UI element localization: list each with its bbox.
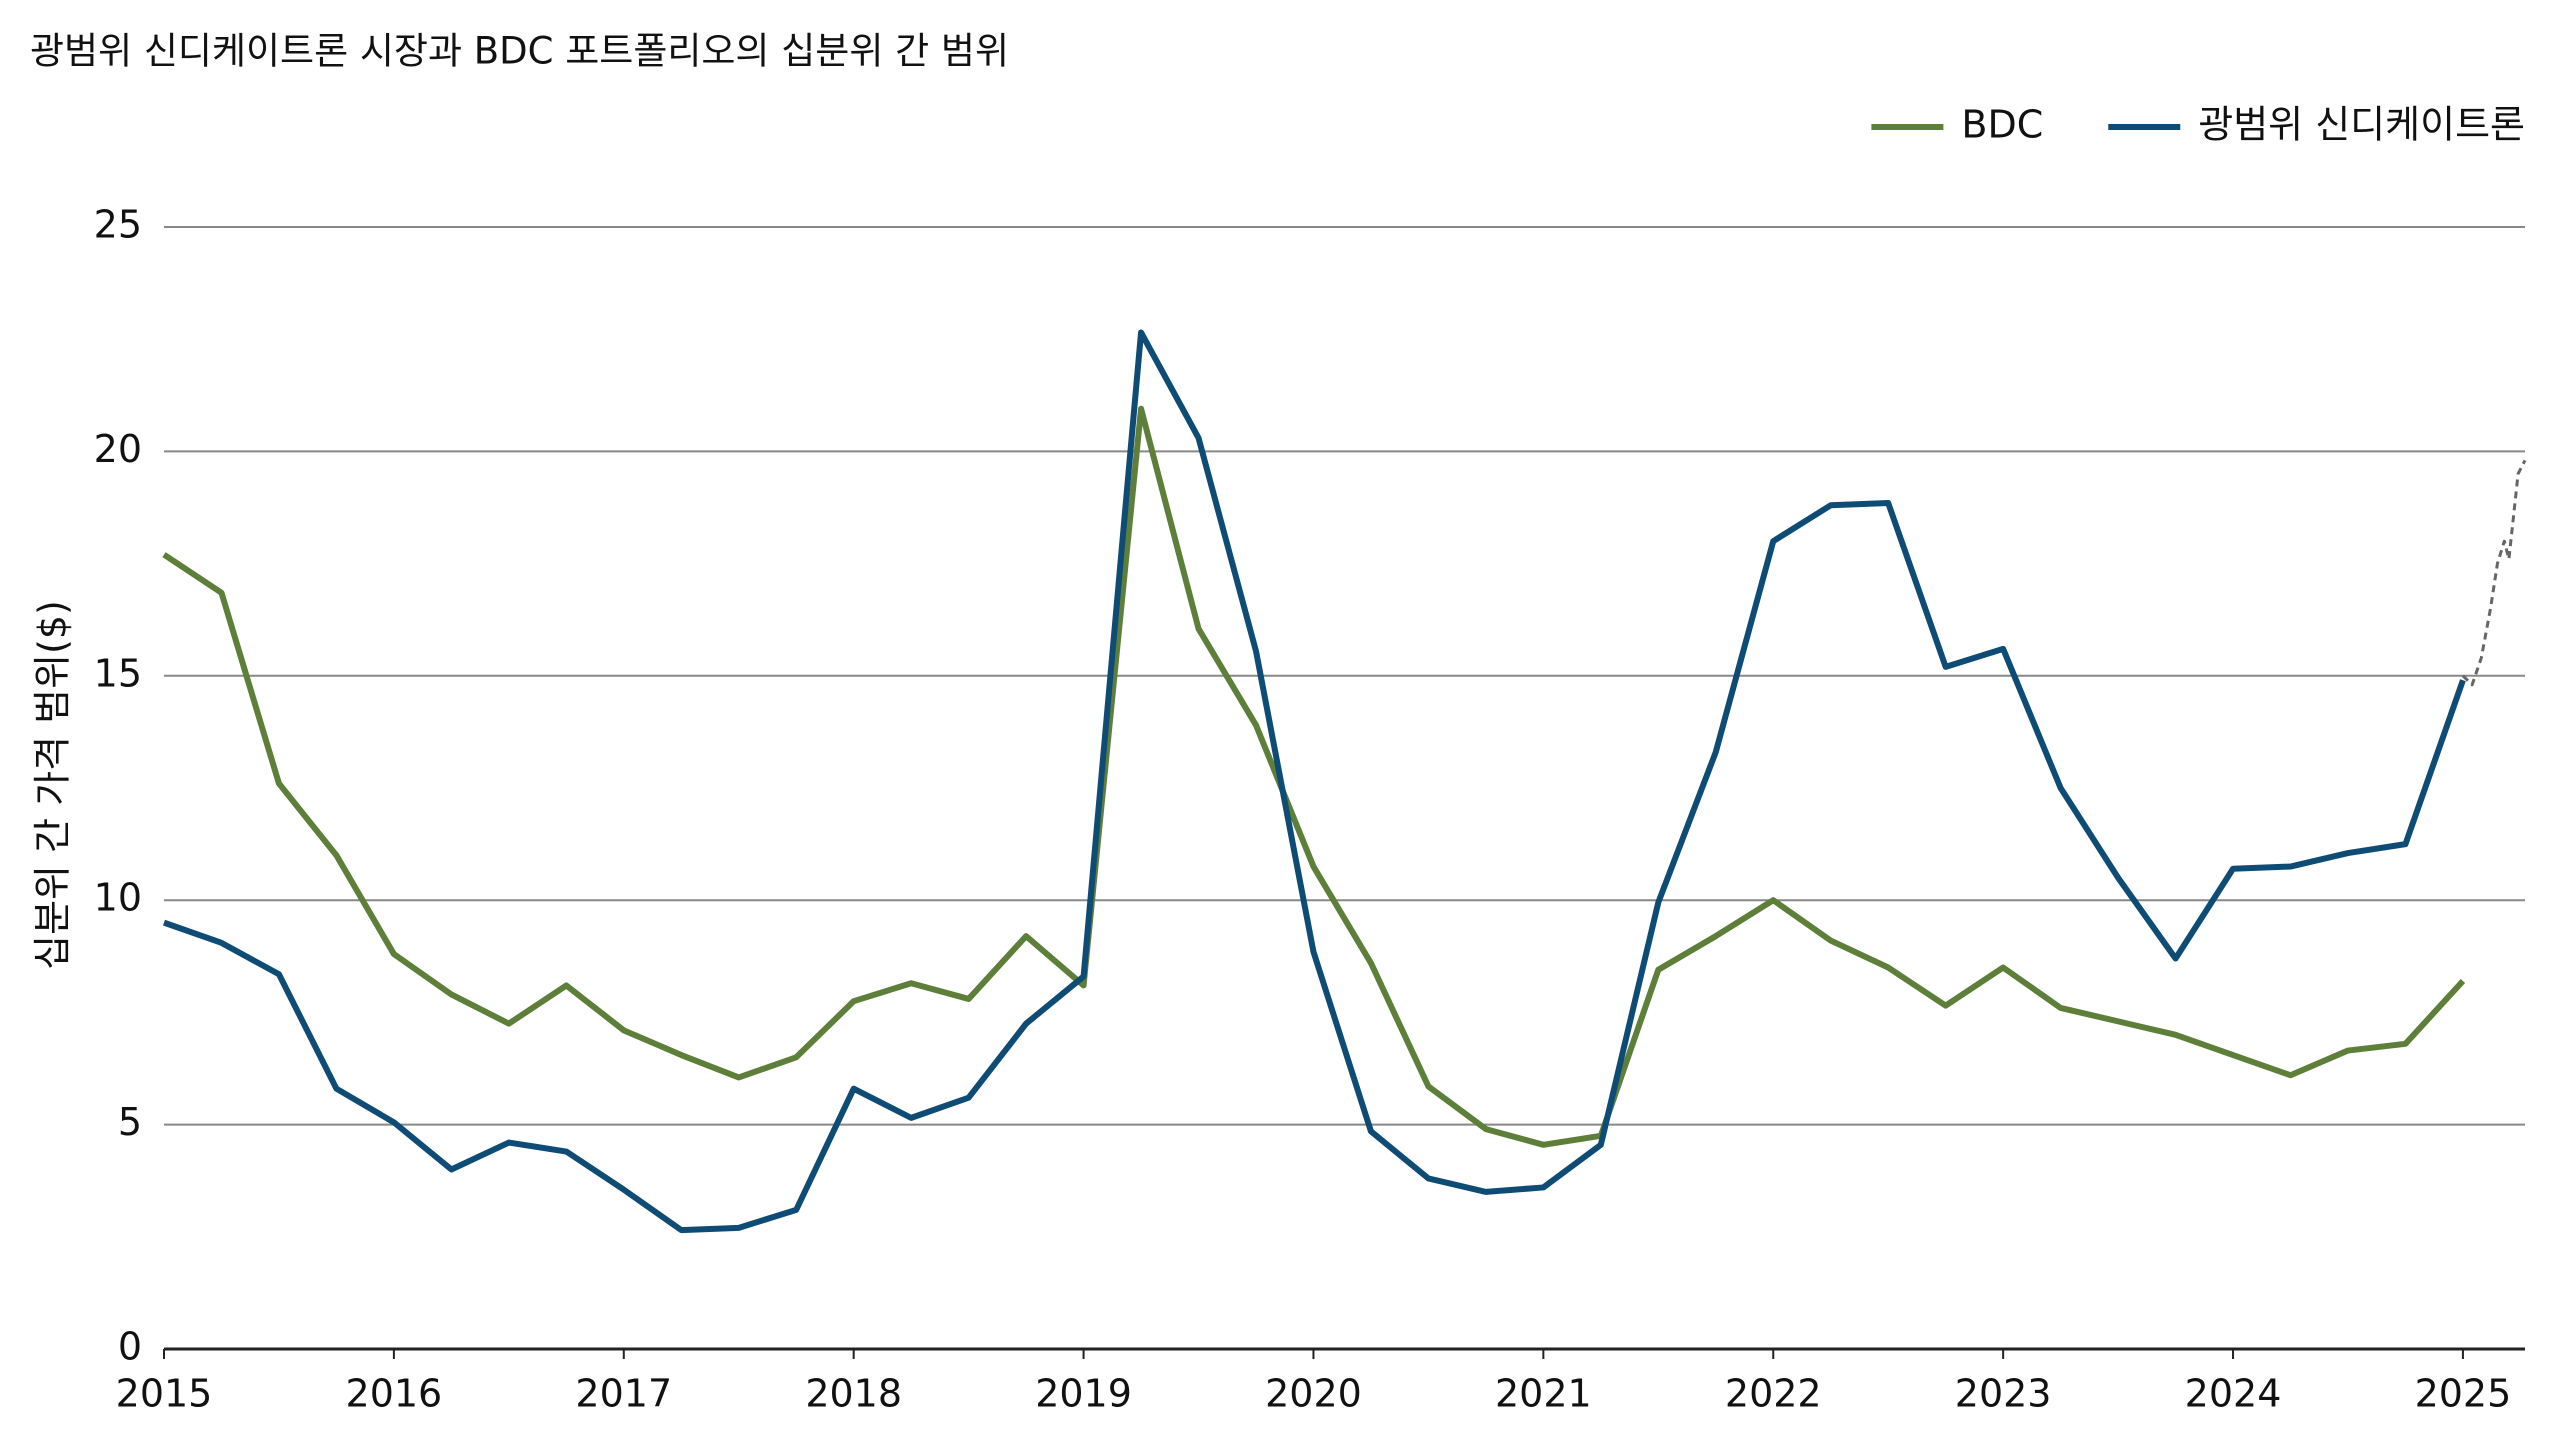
x-tick-label: 2018 <box>805 1372 902 1416</box>
x-tick-label: 2022 <box>1725 1372 1822 1416</box>
series-line <box>162 405 2466 1148</box>
x-tick-label: 2025 <box>2415 1372 2512 1416</box>
x-tick-label: 2019 <box>1035 1372 1132 1416</box>
chart-title: 광범위 신디케이트론 시장과 BDC 포트폴리오의 십분위 간 범위 <box>30 30 1009 73</box>
legend-label: 광범위 신디케이트론 <box>2198 103 2525 147</box>
y-tick-label: 0 <box>118 1325 142 1369</box>
y-tick-label: 20 <box>94 427 142 471</box>
y-tick-label: 15 <box>94 651 142 695</box>
y-axis-label: 십분위 간 가격 범위($) <box>31 600 75 970</box>
x-tick-label: 2023 <box>1955 1372 2052 1416</box>
series-line <box>2461 459 2527 687</box>
x-tick-label: 2024 <box>2185 1372 2282 1416</box>
y-tick-label: 10 <box>94 876 142 920</box>
y-tick-label: 25 <box>94 203 142 247</box>
x-tick-label: 2021 <box>1495 1372 1592 1416</box>
x-tick-label: 2017 <box>575 1372 672 1416</box>
x-tick-label: 2016 <box>346 1372 443 1416</box>
series-line <box>163 329 2466 1234</box>
y-tick-label: 5 <box>118 1100 142 1144</box>
x-tick-label: 2015 <box>116 1372 213 1416</box>
legend-label: BDC <box>1961 103 2043 147</box>
x-tick-label: 2020 <box>1265 1372 1362 1416</box>
